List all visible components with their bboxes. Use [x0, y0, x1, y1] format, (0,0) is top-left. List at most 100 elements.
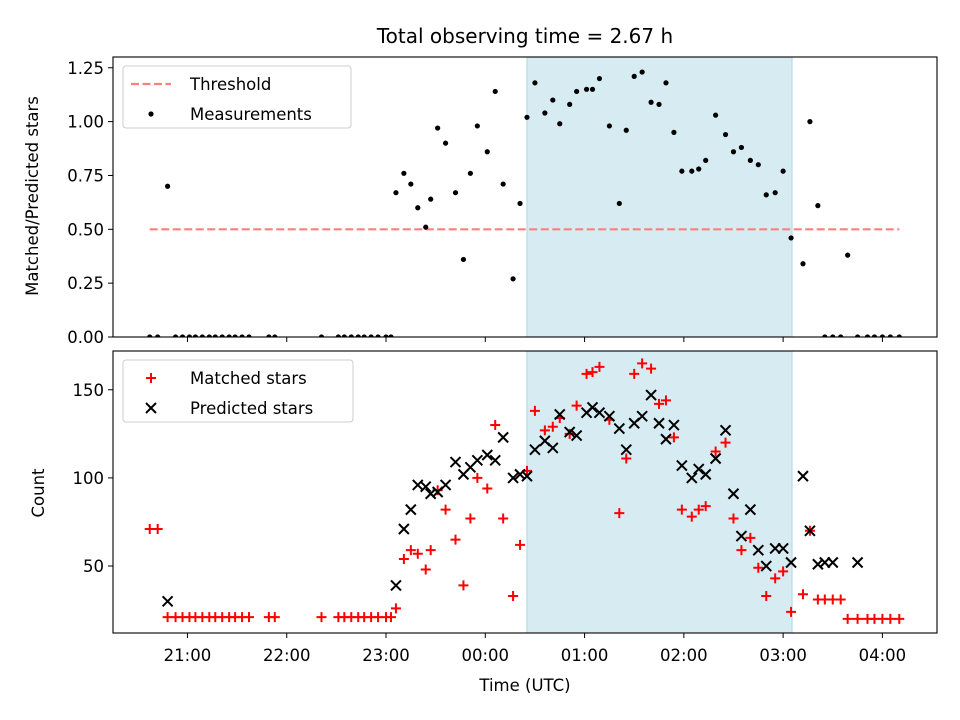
predicted-star-point: [760, 560, 772, 572]
measurement-point: [428, 196, 434, 202]
predicted-star-point: [777, 542, 789, 555]
predicted-star-point: [735, 530, 748, 542]
matched-star-point: [668, 432, 679, 443]
matched-star-point: [539, 425, 550, 436]
matched-star-point: [797, 589, 808, 600]
measurement-point: [845, 252, 851, 258]
predicted-star-point: [497, 431, 509, 444]
measurement-point: [460, 256, 467, 263]
measurement-point: [393, 190, 399, 196]
count-legend-label: Matched stars: [190, 369, 307, 388]
matched-star-point: [614, 508, 625, 519]
matched-star-point: [508, 590, 519, 601]
matched-star-point: [244, 612, 255, 623]
predicted-star-point: [804, 525, 816, 537]
matched-star-point: [152, 524, 163, 535]
measurement-point: [763, 192, 769, 198]
measurement-point: [671, 129, 677, 135]
measurement-point: [165, 183, 171, 189]
chart-title: Total observing time = 2.67 h: [376, 24, 673, 48]
matched-star-point: [498, 513, 509, 524]
measurement-point: [147, 334, 153, 337]
measurement-point: [864, 334, 871, 337]
x-tick-label: 21:00: [164, 646, 212, 665]
count-panel: 50 100 150 21:00 22:00 23:00 00:00 01:00 02:00 03…: [73, 350, 938, 665]
measurement-point: [415, 205, 421, 211]
measurement-point: [887, 334, 893, 337]
predicted-star-point: [398, 523, 410, 535]
predicted-star-point: [439, 479, 452, 491]
predicted-star-point: [405, 503, 417, 516]
matched-star-point: [842, 613, 853, 624]
matched-star-point: [654, 398, 665, 409]
measurement-point: [800, 261, 806, 267]
measurement-point: [388, 334, 394, 337]
measurement-point: [616, 200, 622, 207]
matched-star-point: [529, 405, 540, 416]
measurement-point: [788, 235, 794, 241]
measurement-point: [492, 88, 498, 95]
measurement-point: [589, 86, 596, 92]
matched-star-point: [629, 368, 640, 379]
ratio-y-tick-label: 0.00: [67, 328, 104, 347]
count-y-tick-label: 50: [83, 557, 104, 576]
matched-star-point: [753, 562, 764, 573]
predicted-star-point: [593, 406, 606, 419]
predicted-star-point: [686, 472, 698, 484]
measurement-point: [639, 69, 645, 75]
ratio-data-layer: [147, 69, 902, 337]
matched-star-point: [398, 553, 409, 564]
ratio-legend-label: Measurements: [190, 105, 312, 124]
matched-star-point: [646, 363, 657, 374]
ratio-y-tick-label: 1.00: [67, 113, 104, 132]
matched-star-point: [490, 420, 501, 431]
matched-star-point: [686, 511, 697, 522]
matched-star-point: [736, 545, 747, 556]
predicted-star-point: [529, 443, 541, 456]
legend-matched-swatch: [146, 373, 156, 383]
measurement-point: [500, 181, 506, 187]
matched-star-point: [465, 513, 476, 524]
predicted-star-point: [620, 443, 632, 456]
measurement-point: [186, 334, 193, 337]
predicted-star-point: [727, 488, 740, 500]
measurement-point: [822, 334, 828, 337]
matched-star-point: [412, 548, 423, 559]
measurement-point: [713, 112, 719, 118]
predicted-star-point: [851, 556, 864, 569]
predicted-star-point: [424, 488, 437, 500]
count-data-layer: [144, 358, 905, 624]
measurement-point: [348, 334, 354, 337]
measurement-point: [199, 334, 205, 337]
matched-star-point: [761, 590, 772, 601]
matched-star-point: [420, 564, 431, 575]
matched-star-point: [482, 483, 493, 494]
predicted-star-point: [660, 433, 672, 445]
predicted-star-point: [603, 410, 616, 422]
measurement-point: [815, 203, 821, 209]
matched-star-point: [425, 545, 436, 556]
measurement-point: [780, 168, 786, 174]
measurement-point: [484, 149, 490, 155]
x-tick-label: 03:00: [759, 646, 807, 665]
matched-star-point: [710, 446, 721, 457]
measurement-point: [574, 88, 580, 95]
predicted-star-point: [471, 454, 484, 466]
x-tick-label: 00:00: [462, 646, 510, 665]
matched-star-point: [564, 428, 575, 439]
measurement-point: [631, 73, 637, 79]
measurement-point: [747, 157, 753, 163]
count-legend-box: [122, 359, 354, 423]
matched-star-point: [852, 613, 863, 624]
x-tick-label: 22:00: [263, 646, 311, 665]
measurement-point: [663, 80, 669, 86]
predicted-star-point: [785, 556, 797, 569]
measurement-point: [689, 168, 695, 174]
measurement-point: [738, 144, 745, 151]
measurement-point: [656, 101, 662, 107]
matched-star-point: [390, 603, 401, 614]
matched-star-point: [581, 368, 592, 379]
measurement-point: [368, 334, 374, 337]
x-tick-label: 04:00: [859, 646, 907, 665]
measurement-point: [696, 166, 702, 172]
